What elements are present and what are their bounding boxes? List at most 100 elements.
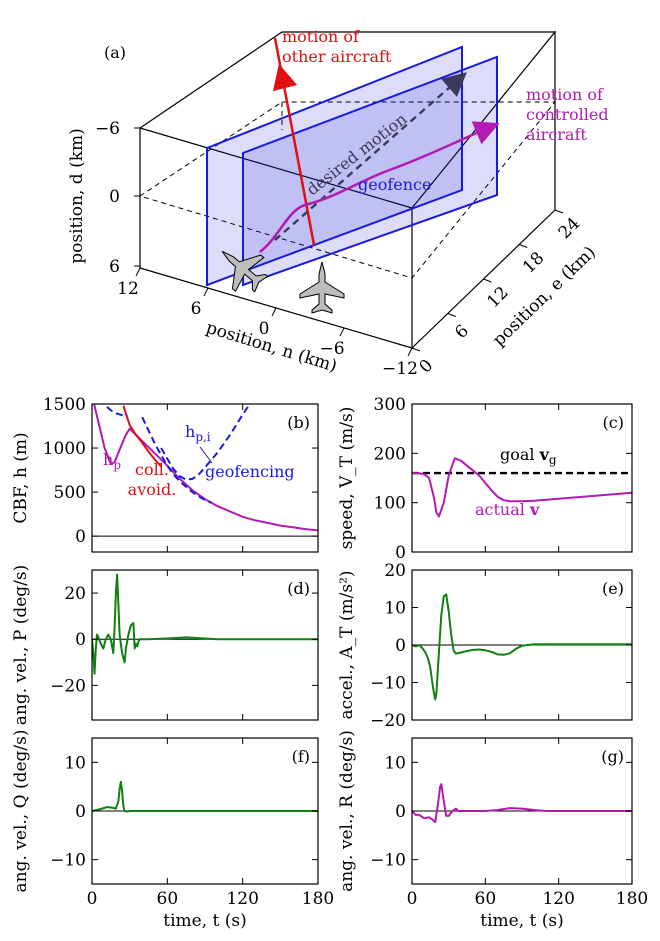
d-tick-label: 0 bbox=[109, 187, 120, 207]
panel-a-tag: (a) bbox=[104, 43, 126, 62]
y-tick-label: 300 bbox=[374, 395, 406, 415]
x-tick-label: 60 bbox=[475, 889, 497, 909]
aircraft-icon bbox=[221, 250, 269, 293]
y-tick-label: 1000 bbox=[43, 439, 86, 459]
series-line-actual bbox=[412, 457, 632, 518]
series-line-hp bbox=[93, 404, 318, 532]
y-tick-label: −20 bbox=[370, 711, 406, 731]
series-line-coll bbox=[122, 405, 162, 468]
annot-other-aircraft: motion of other aircraft bbox=[282, 27, 392, 66]
y-axis-label: accel., A_T (m/s²) bbox=[337, 570, 357, 719]
d-tick-label: −6 bbox=[95, 119, 120, 139]
n-tick-label: 6 bbox=[191, 299, 202, 319]
x-tick-label: 0 bbox=[407, 889, 418, 909]
panel-tag: (b) bbox=[287, 413, 310, 432]
tick-mark bbox=[519, 244, 528, 248]
x-tick-label: 0 bbox=[87, 889, 98, 909]
y-tick-label: 20 bbox=[64, 584, 86, 604]
panel-tag: (d) bbox=[287, 579, 310, 598]
y-tick-label: 1500 bbox=[43, 395, 86, 415]
tick-mark bbox=[407, 347, 413, 357]
series-line-R bbox=[412, 783, 632, 824]
y-axis-label: speed, V_T (m/s) bbox=[337, 407, 357, 550]
y-tick-label: 0 bbox=[75, 802, 86, 822]
y-tick-label: −20 bbox=[50, 676, 86, 696]
y-tick-label: 10 bbox=[384, 599, 406, 619]
tick-mark bbox=[447, 313, 456, 317]
panel-d: −20 0 20 (d) ang. vel., P (deg/s) bbox=[11, 565, 319, 725]
plot-frame bbox=[411, 403, 633, 553]
annot-geofence: geofence bbox=[358, 175, 431, 194]
series-line-Q bbox=[92, 780, 318, 813]
series-group bbox=[412, 783, 632, 824]
n-tick-label: 12 bbox=[117, 279, 139, 299]
panel-tag: (f) bbox=[292, 747, 310, 766]
x-axis-label: time, t (s) bbox=[163, 911, 246, 931]
series-line-hpi_b bbox=[160, 404, 251, 481]
y-tick-label: 0 bbox=[75, 527, 86, 547]
y-axis-label: ang. vel., R (deg/s) bbox=[337, 730, 357, 892]
plot-frame bbox=[91, 569, 319, 721]
series-line-P bbox=[92, 573, 318, 675]
controlled-aircraft-motion bbox=[259, 121, 500, 253]
label-hpi: hp,i bbox=[185, 422, 211, 444]
series-group bbox=[92, 573, 318, 675]
annot-controlled-aircraft: motion of controlled aircraft bbox=[526, 85, 609, 144]
x-tick-label: 120 bbox=[542, 889, 574, 909]
y-tick-label: 200 bbox=[374, 444, 406, 464]
x-axis-label: time, t (s) bbox=[480, 911, 563, 931]
desired-motion-arrow bbox=[274, 72, 468, 241]
leader-line bbox=[199, 446, 213, 464]
series-group bbox=[93, 404, 318, 532]
y-tick-label: 20 bbox=[384, 561, 406, 581]
y-axis-label: ang. vel., Q (deg/s) bbox=[11, 730, 31, 893]
y-tick-label: 0 bbox=[395, 636, 406, 656]
y-tick-label: −10 bbox=[370, 851, 406, 871]
tick-mark bbox=[411, 347, 421, 352]
x-tick-label: 120 bbox=[226, 889, 258, 909]
series-line-hpi_a bbox=[102, 404, 128, 417]
e-tick-label: 6 bbox=[451, 321, 473, 343]
panel-tag: (e) bbox=[602, 579, 624, 598]
y-tick-label: 10 bbox=[64, 753, 86, 773]
y-tick-label: −10 bbox=[370, 674, 406, 694]
e-tick-label: 24 bbox=[555, 214, 584, 243]
x-tick-label: 60 bbox=[157, 889, 179, 909]
label-actual: actual v bbox=[475, 500, 540, 519]
x-tick-label: 180 bbox=[616, 889, 648, 909]
panel-tag: (g) bbox=[601, 747, 624, 766]
y-tick-label: 10 bbox=[384, 753, 406, 773]
panel-a: (a) motion of other aircraft motion of con… bbox=[67, 27, 609, 379]
y-tick-label: 0 bbox=[395, 802, 406, 822]
plot-frame bbox=[91, 403, 319, 553]
d-zero-plane bbox=[139, 101, 557, 279]
aircraft-icon bbox=[299, 261, 345, 314]
y-tick-label: 100 bbox=[374, 494, 406, 514]
y-tick-label: 500 bbox=[54, 483, 86, 503]
n-tick-label: −6 bbox=[319, 339, 344, 359]
d-axis-label: position, d (km) bbox=[67, 128, 87, 264]
tick-mark bbox=[271, 307, 277, 317]
y-tick-label: 0 bbox=[395, 543, 406, 563]
y-tick-label: −10 bbox=[50, 851, 86, 871]
series-group bbox=[92, 780, 318, 813]
tick-mark bbox=[203, 287, 209, 297]
panel-c: 0 100 200 300 (c) speed, V_T (m/s) goal vg actu… bbox=[337, 395, 633, 563]
y-tick-label: 0 bbox=[75, 630, 86, 650]
e-tick-label: 12 bbox=[483, 283, 512, 312]
n-tick-label: 0 bbox=[259, 319, 270, 339]
tick-mark bbox=[339, 327, 345, 337]
y-axis-label: CBF, h (m) bbox=[11, 432, 31, 523]
e-tick-label: 0 bbox=[416, 356, 438, 378]
series-group bbox=[412, 593, 632, 701]
panel-e: −20 −10 0 10 20 (e) accel., A_T (m/s²) bbox=[337, 561, 633, 731]
x-tick-label: 180 bbox=[302, 889, 334, 909]
label-coll-avoid: coll. avoid. bbox=[128, 460, 177, 499]
series-line-A bbox=[412, 593, 632, 701]
other-aircraft-arrow bbox=[272, 63, 298, 92]
geofence-planes bbox=[206, 45, 498, 287]
